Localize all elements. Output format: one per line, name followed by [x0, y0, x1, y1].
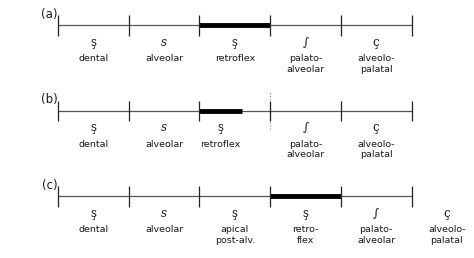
Text: ç: ç: [373, 36, 380, 49]
Text: alveolo-
palatal: alveolo- palatal: [357, 54, 395, 74]
Text: ∫: ∫: [373, 207, 379, 220]
Text: ş: ş: [218, 122, 224, 134]
Text: alveolar: alveolar: [145, 54, 183, 63]
Text: alveolo-
palatal: alveolo- palatal: [357, 140, 395, 159]
Text: palato-
alveolar: palato- alveolar: [357, 225, 395, 245]
Text: ş: ş: [232, 36, 238, 49]
Text: (c): (c): [42, 179, 57, 192]
Text: ş: ş: [91, 207, 96, 220]
Text: ∫: ∫: [302, 36, 309, 49]
Text: alveolo-
palatal: alveolo- palatal: [428, 225, 465, 245]
Text: alveolar: alveolar: [145, 140, 183, 149]
Text: (a): (a): [41, 8, 58, 21]
Text: ş: ş: [91, 36, 96, 49]
Text: (b): (b): [41, 93, 58, 106]
Text: dental: dental: [78, 54, 109, 63]
Text: palato-
alveolar: palato- alveolar: [286, 54, 325, 74]
Text: dental: dental: [78, 140, 109, 149]
Text: ç: ç: [373, 122, 380, 134]
Text: retroflex: retroflex: [201, 140, 241, 149]
Text: s: s: [161, 207, 167, 220]
Text: ∫: ∫: [302, 122, 309, 134]
Text: palato-
alveolar: palato- alveolar: [286, 140, 325, 159]
Text: apical
post-alv.: apical post-alv.: [215, 225, 255, 245]
Text: s: s: [161, 36, 167, 49]
Text: dental: dental: [78, 225, 109, 235]
Text: ş: ş: [302, 207, 309, 220]
Text: alveolar: alveolar: [145, 225, 183, 235]
Text: ş: ş: [232, 207, 238, 220]
Text: ç: ç: [444, 207, 450, 220]
Text: ş: ş: [91, 122, 96, 134]
Text: s: s: [161, 122, 167, 134]
Text: retroflex: retroflex: [215, 54, 255, 63]
Text: retro-
flex: retro- flex: [292, 225, 319, 245]
